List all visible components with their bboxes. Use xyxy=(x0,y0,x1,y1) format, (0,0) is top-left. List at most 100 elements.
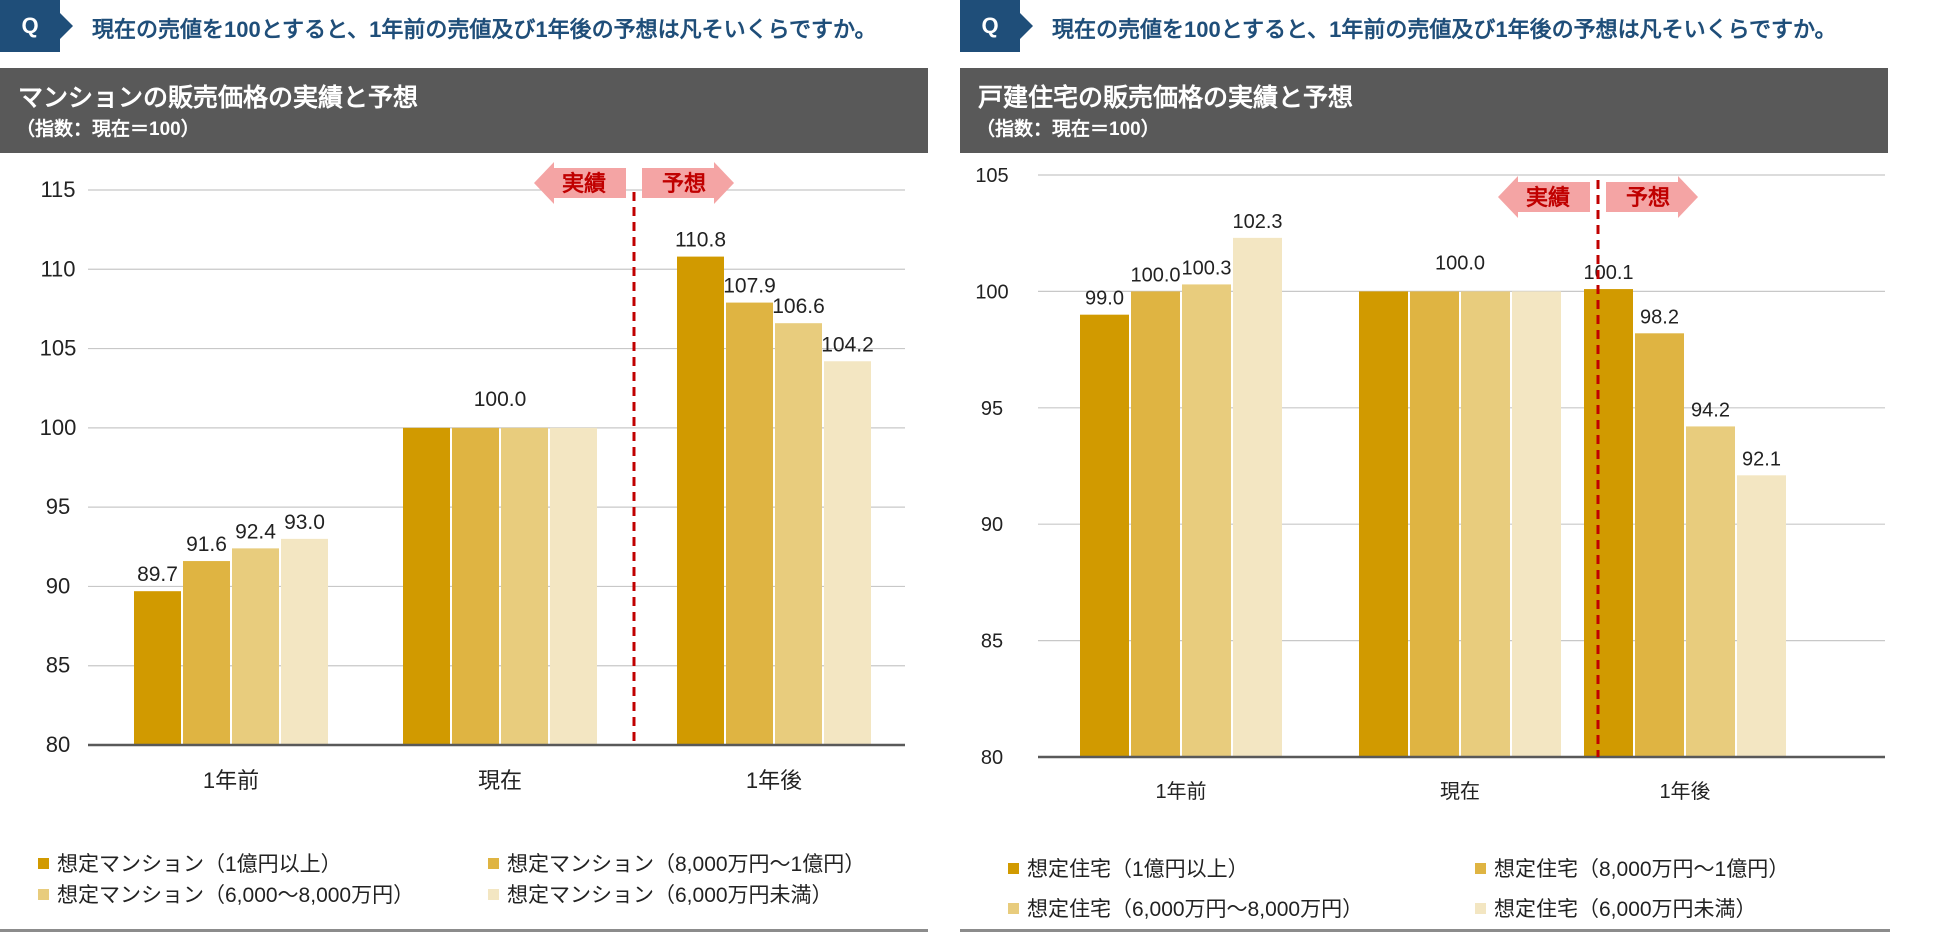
legend-swatch xyxy=(1008,902,1019,914)
x-category-label: 現在 xyxy=(1440,780,1480,803)
y-tick-label: 90 xyxy=(981,514,1003,536)
bar xyxy=(1584,289,1633,757)
actual-label: 実績 xyxy=(562,171,606,197)
question-text: 現在の売値を100とすると、1年前の売値及び1年後の予想は凡そいくらですか。 xyxy=(92,17,877,42)
x-category-label: 1年後 xyxy=(746,768,802,793)
divider xyxy=(0,929,928,932)
legend-item: 想定住宅（6,000万円～8,000万円） xyxy=(1008,893,1363,923)
bar xyxy=(726,302,773,745)
data-label: 91.6 xyxy=(186,533,227,556)
legend-item: 想定マンション（1億円以上） xyxy=(38,848,342,878)
legend-swatch xyxy=(1475,862,1486,874)
bar xyxy=(452,427,499,745)
bar-chart-condominium: 80 85 90 95 100 105 110 115 89.7 91.6 92.4 93.0 1年前 1… xyxy=(40,162,905,793)
x-category-label: 1年前 xyxy=(203,768,259,793)
y-tick-label: 115 xyxy=(40,177,75,202)
forecast-arrow xyxy=(1606,176,1698,218)
data-label: 99.0 xyxy=(1085,288,1124,310)
y-tick-label: 95 xyxy=(46,494,70,519)
y-tick-label: 80 xyxy=(981,747,1003,769)
bar xyxy=(403,427,450,745)
bar xyxy=(1080,314,1129,757)
data-label: 110.8 xyxy=(675,229,726,252)
actual-label: 実績 xyxy=(1526,185,1570,211)
legend-label: 想定マンション（8,000万円～1億円） xyxy=(507,853,866,876)
y-tick-label: 100 xyxy=(975,281,1008,303)
legend-swatch xyxy=(1008,862,1019,874)
y-tick-label: 105 xyxy=(975,165,1008,187)
bar xyxy=(134,591,181,745)
legend-label: 想定マンション（6,000～8,000万円） xyxy=(57,884,415,907)
y-tick-label: 110 xyxy=(40,256,75,281)
bar xyxy=(1737,475,1786,757)
bar xyxy=(1131,291,1180,757)
actual-arrow xyxy=(534,162,626,204)
legend-label: 想定住宅（8,000万円～1億円） xyxy=(1494,858,1790,881)
chart-title: 戸建住宅の販売価格の実績と予想 xyxy=(978,84,1354,112)
bar xyxy=(232,548,279,745)
data-label: 98.2 xyxy=(1640,306,1679,328)
bar xyxy=(1359,291,1408,757)
data-label: 102.3 xyxy=(1232,211,1282,233)
y-tick-label: 95 xyxy=(981,398,1003,420)
y-tick-label: 80 xyxy=(46,732,70,757)
y-tick-label: 90 xyxy=(46,573,70,598)
data-label: 89.7 xyxy=(137,563,178,586)
data-label: 100.0 xyxy=(1435,252,1485,274)
bar xyxy=(1512,291,1561,757)
x-category-label: 1年前 xyxy=(1155,780,1206,803)
data-label: 107.9 xyxy=(723,275,776,298)
bar xyxy=(1635,333,1684,757)
panel-condominium: Q 現在の売値を100とすると、1年前の売値及び1年後の予想は凡そいくらですか。… xyxy=(0,0,935,937)
data-label: 104.2 xyxy=(821,333,874,356)
q-badge: Q xyxy=(0,0,73,52)
forecast-label: 予想 xyxy=(1626,186,1670,211)
legend-swatch xyxy=(38,857,49,869)
legend-swatch xyxy=(488,857,499,869)
forecast-arrow xyxy=(642,162,734,204)
question-text: 現在の売値を100とすると、1年前の売値及び1年後の予想は凡そいくらですか。 xyxy=(1052,17,1837,42)
chart-header: 戸建住宅の販売価格の実績と予想 （指数：現在＝100） xyxy=(960,68,1888,153)
bar xyxy=(1182,284,1231,757)
bar xyxy=(824,361,871,745)
chart-subtitle: （指数：現在＝100） xyxy=(16,119,200,140)
bar xyxy=(183,561,230,745)
bar xyxy=(1461,291,1510,757)
bar xyxy=(1686,426,1735,757)
legend-label: 想定住宅（1億円以上） xyxy=(1027,858,1249,881)
data-label: 100.0 xyxy=(1130,264,1180,286)
divider xyxy=(960,929,1890,932)
bar xyxy=(1410,291,1459,757)
bar xyxy=(501,427,548,745)
legend-item: 想定マンション（8,000万円～1億円） xyxy=(488,848,865,878)
data-label: 92.1 xyxy=(1742,448,1781,470)
data-label: 100.1 xyxy=(1583,262,1633,284)
legend-swatch xyxy=(1475,902,1486,914)
y-tick-label: 100 xyxy=(40,415,77,440)
bar xyxy=(677,256,724,745)
legend-swatch xyxy=(488,888,499,900)
data-label: 100.0 xyxy=(474,388,527,411)
y-tick-label: 85 xyxy=(46,653,70,678)
panel-detached-house: Q 現在の売値を100とすると、1年前の売値及び1年後の予想は凡そいくらですか。… xyxy=(960,0,1950,937)
x-category-label: 現在 xyxy=(478,768,522,793)
actual-arrow xyxy=(1498,176,1590,218)
chart-title: マンションの販売価格の実績と予想 xyxy=(18,84,419,112)
legend-item: 想定マンション（6,000万円未満） xyxy=(488,879,833,909)
bar xyxy=(1233,237,1282,757)
data-label: 93.0 xyxy=(284,511,325,534)
forecast-label: 予想 xyxy=(662,172,706,197)
legend-item: 想定住宅（1億円以上） xyxy=(1008,853,1249,883)
legend-swatch xyxy=(38,888,49,900)
data-label: 106.6 xyxy=(772,295,825,318)
bar xyxy=(550,427,597,745)
legend-item: 想定住宅（6,000万円未満） xyxy=(1475,893,1757,923)
chart-header: マンションの販売価格の実績と予想 （指数：現在＝100） xyxy=(0,68,928,153)
q-badge: Q xyxy=(960,0,1033,52)
legend-label: 想定マンション（6,000万円未満） xyxy=(507,884,833,907)
x-category-label: 1年後 xyxy=(1659,780,1710,803)
data-label: 92.4 xyxy=(235,520,276,543)
bar xyxy=(281,538,328,745)
legend-label: 想定住宅（6,000万円未満） xyxy=(1494,898,1757,921)
legend-item: 想定マンション（6,000～8,000万円） xyxy=(38,879,414,909)
